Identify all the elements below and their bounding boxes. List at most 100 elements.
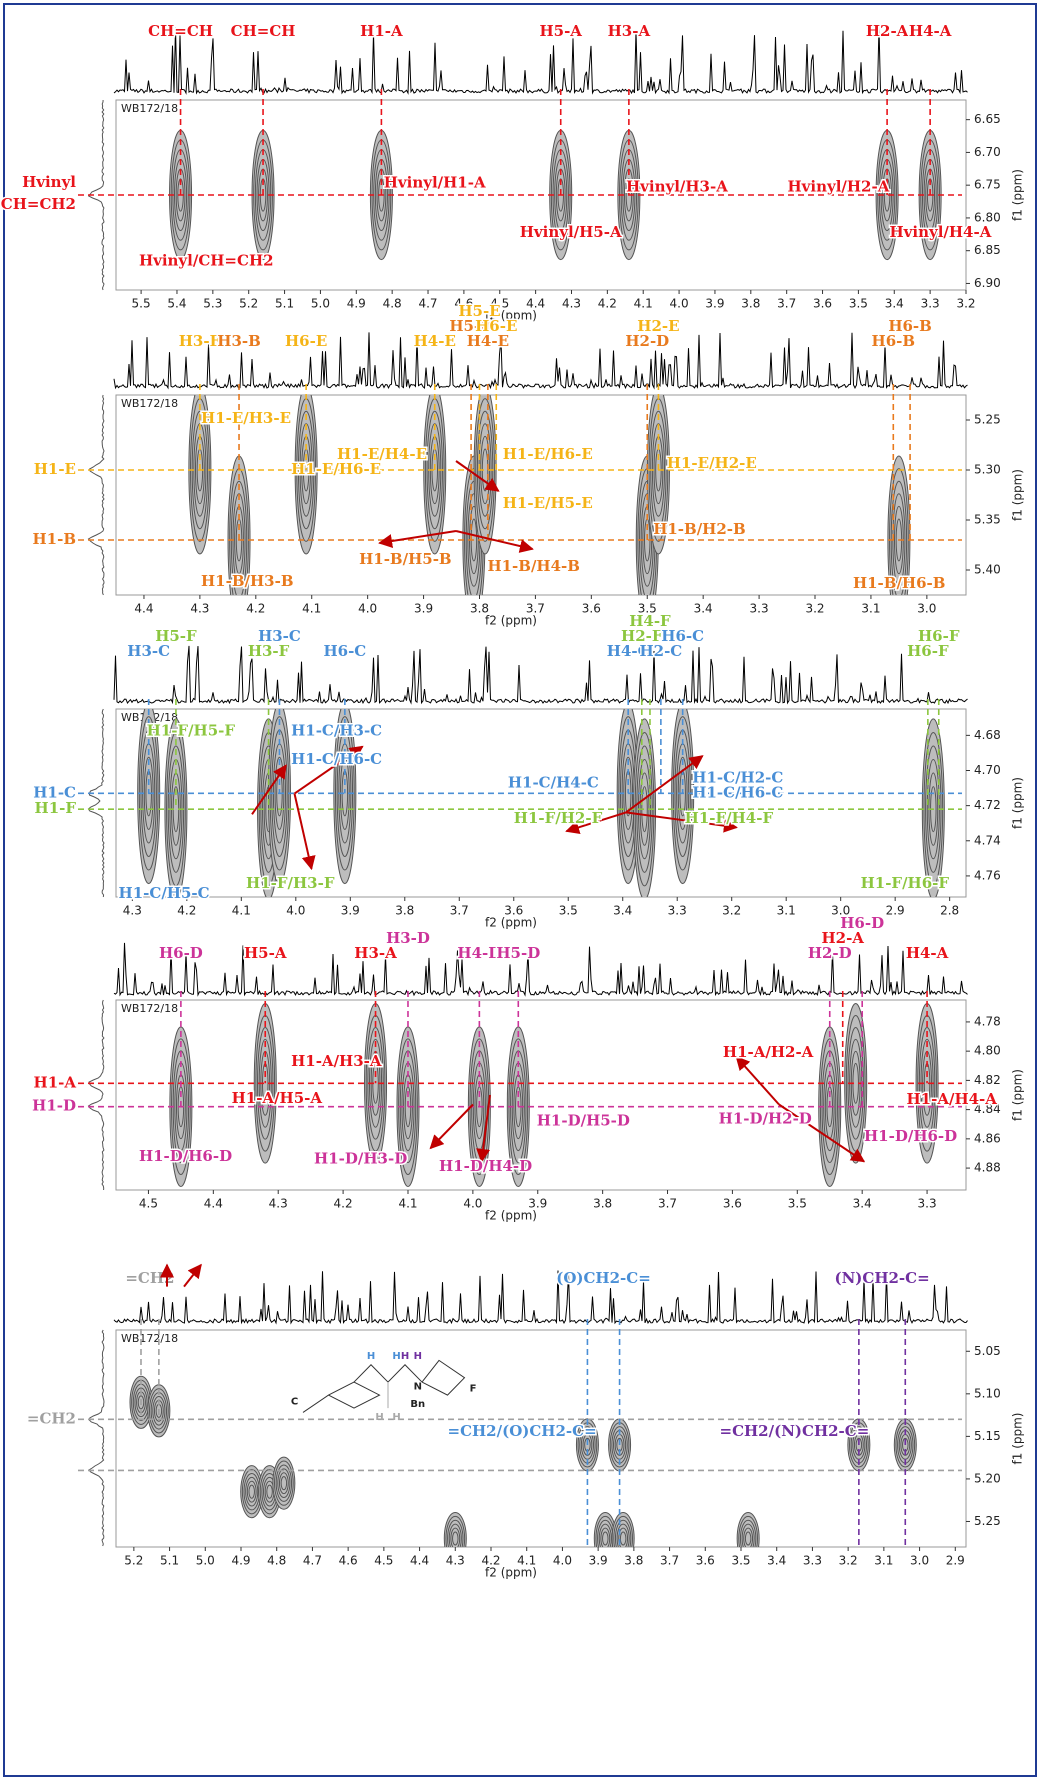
f2-projection (113, 27, 968, 95)
cross-peak-label: H1-A/H3-A (291, 1052, 382, 1070)
contour-ring (613, 1515, 633, 1547)
x-tick-label: 3.8 (741, 297, 760, 311)
x-axis-label: f2 (ppm) (485, 309, 537, 323)
arrow (251, 764, 287, 815)
cross-peak-label: H1-D/H2-D (719, 1110, 812, 1128)
structure-label: N (414, 1381, 422, 1392)
x-marker-label: CH=CH (148, 22, 213, 40)
x-marker-label: H6-E (475, 317, 517, 335)
x-tick-label: 2.9 (886, 904, 905, 918)
x-marker-label: H4-A (906, 944, 949, 962)
f1-projection (87, 394, 105, 596)
cross-peak-label: H1-A/H2-A (723, 1043, 814, 1061)
f1-projection (88, 1329, 105, 1547)
x-tick-label: 4.3 (562, 297, 581, 311)
contour-ring (447, 1519, 464, 1547)
x-tick-label: 5.0 (311, 297, 330, 311)
x-tick-label: 4.5 (374, 1554, 393, 1568)
x-tick-label: 2.8 (940, 904, 959, 918)
x-marker-label: H6-B (872, 332, 916, 350)
cross-peak-label: H1-B/H3-B (201, 572, 294, 590)
y-tick-label: 5.35 (974, 513, 1001, 527)
x-marker-label: H6-C (323, 642, 366, 660)
contour-ring (619, 1531, 627, 1546)
arrow (293, 745, 364, 795)
arrow (378, 530, 457, 548)
y-tick-label: 5.25 (974, 1514, 1001, 1528)
x-tick-label: 3.7 (660, 1554, 679, 1568)
contour-ring (598, 1523, 612, 1547)
y-axis-label: f1 (ppm) (1011, 1069, 1025, 1121)
y-tick-label: 4.76 (974, 868, 1001, 882)
y-tick-label: 4.74 (974, 833, 1001, 847)
structure-label: H (392, 1412, 400, 1423)
structure-label: H (401, 1351, 409, 1362)
contour-ring (445, 1515, 466, 1547)
x-tick-label: 3.6 (504, 904, 523, 918)
x-marker-label: H5-F (155, 627, 197, 645)
cross-peak-label: H1-E/H3-E (201, 409, 291, 427)
y-tick-label: 6.80 (974, 210, 1001, 224)
contour-ring (274, 1460, 294, 1506)
y-marker-label: =CH2 (27, 1409, 76, 1427)
arrow (565, 811, 627, 835)
x-tick-label: 3.7 (777, 297, 796, 311)
y-tick-label: 4.88 (974, 1161, 1001, 1175)
x-tick-label: 3.8 (593, 1197, 612, 1211)
cross-peak-label: Hvinyl/H4-A (890, 223, 992, 241)
y-tick-label: 5.10 (974, 1386, 1001, 1400)
x-marker-label: (N)CH2-C= (834, 1269, 929, 1287)
x-axis-label: f2 (ppm) (485, 1209, 537, 1223)
contour-ring (280, 1476, 288, 1491)
structure-label: H (392, 1351, 400, 1362)
arrow (625, 811, 738, 833)
x-tick-label: 4.0 (553, 1554, 572, 1568)
x-marker-label: H4-D (457, 944, 501, 962)
x-tick-label: 3.3 (918, 1197, 937, 1211)
x-tick-label: 3.7 (526, 602, 545, 616)
y-marker-label: H1-F (35, 799, 77, 817)
x-tick-label: 4.5 (139, 1197, 158, 1211)
contour-ring (741, 1523, 755, 1547)
x-tick-label: 3.9 (589, 1554, 608, 1568)
x-tick-label: 3.3 (921, 297, 940, 311)
x-tick-label: 3.9 (341, 904, 360, 918)
structure-label: F (470, 1384, 477, 1395)
y-tick-label: 4.84 (974, 1102, 1001, 1116)
x-tick-label: 3.0 (831, 904, 850, 918)
contour-ring (152, 1396, 166, 1426)
cross-peak (736, 1511, 760, 1547)
x-marker-label: H3-B (217, 332, 261, 350)
x-tick-label: 5.1 (160, 1554, 179, 1568)
x-marker-label: H4-F (629, 612, 671, 630)
arrow (455, 460, 500, 492)
cross-peak-label: H1-C/H2-C (692, 769, 783, 787)
x-tick-label: 4.1 (398, 1197, 417, 1211)
cross-peak-label: H1-A/H5-A (232, 1089, 323, 1107)
y-axis-label: f1 (ppm) (1011, 469, 1025, 521)
x-tick-label: 3.0 (910, 1554, 929, 1568)
x-marker-label: H2-C (639, 642, 682, 660)
x-tick-label: 5.2 (124, 1554, 143, 1568)
x-marker-label: H3-F (248, 642, 290, 660)
cross-peak-label: H1-D/H3-D (314, 1150, 407, 1168)
x-marker-label: H2-E (637, 317, 679, 335)
structure-label: H (375, 1412, 383, 1423)
y-axis-label: f1 (ppm) (1011, 169, 1025, 221)
x-tick-label: 3.5 (559, 904, 578, 918)
x-marker-label: H6-F (918, 627, 960, 645)
x-tick-label: 3.6 (813, 297, 832, 311)
x-tick-label: 3.2 (722, 904, 741, 918)
x-tick-label: 4.2 (598, 297, 617, 311)
x-tick-label: 5.2 (239, 297, 258, 311)
arrow (293, 793, 316, 871)
cross-peak-label: H1-F/H4-F (685, 809, 774, 827)
arrow (429, 1103, 474, 1150)
x-tick-label: 4.6 (339, 1554, 358, 1568)
contour-ring (616, 1523, 630, 1547)
x-tick-label: 4.6 (454, 297, 473, 311)
x-tick-label: 4.3 (269, 1197, 288, 1211)
y-marker-label: H1-C (33, 783, 76, 801)
arrow (455, 530, 534, 553)
contour-ring (743, 1527, 754, 1547)
